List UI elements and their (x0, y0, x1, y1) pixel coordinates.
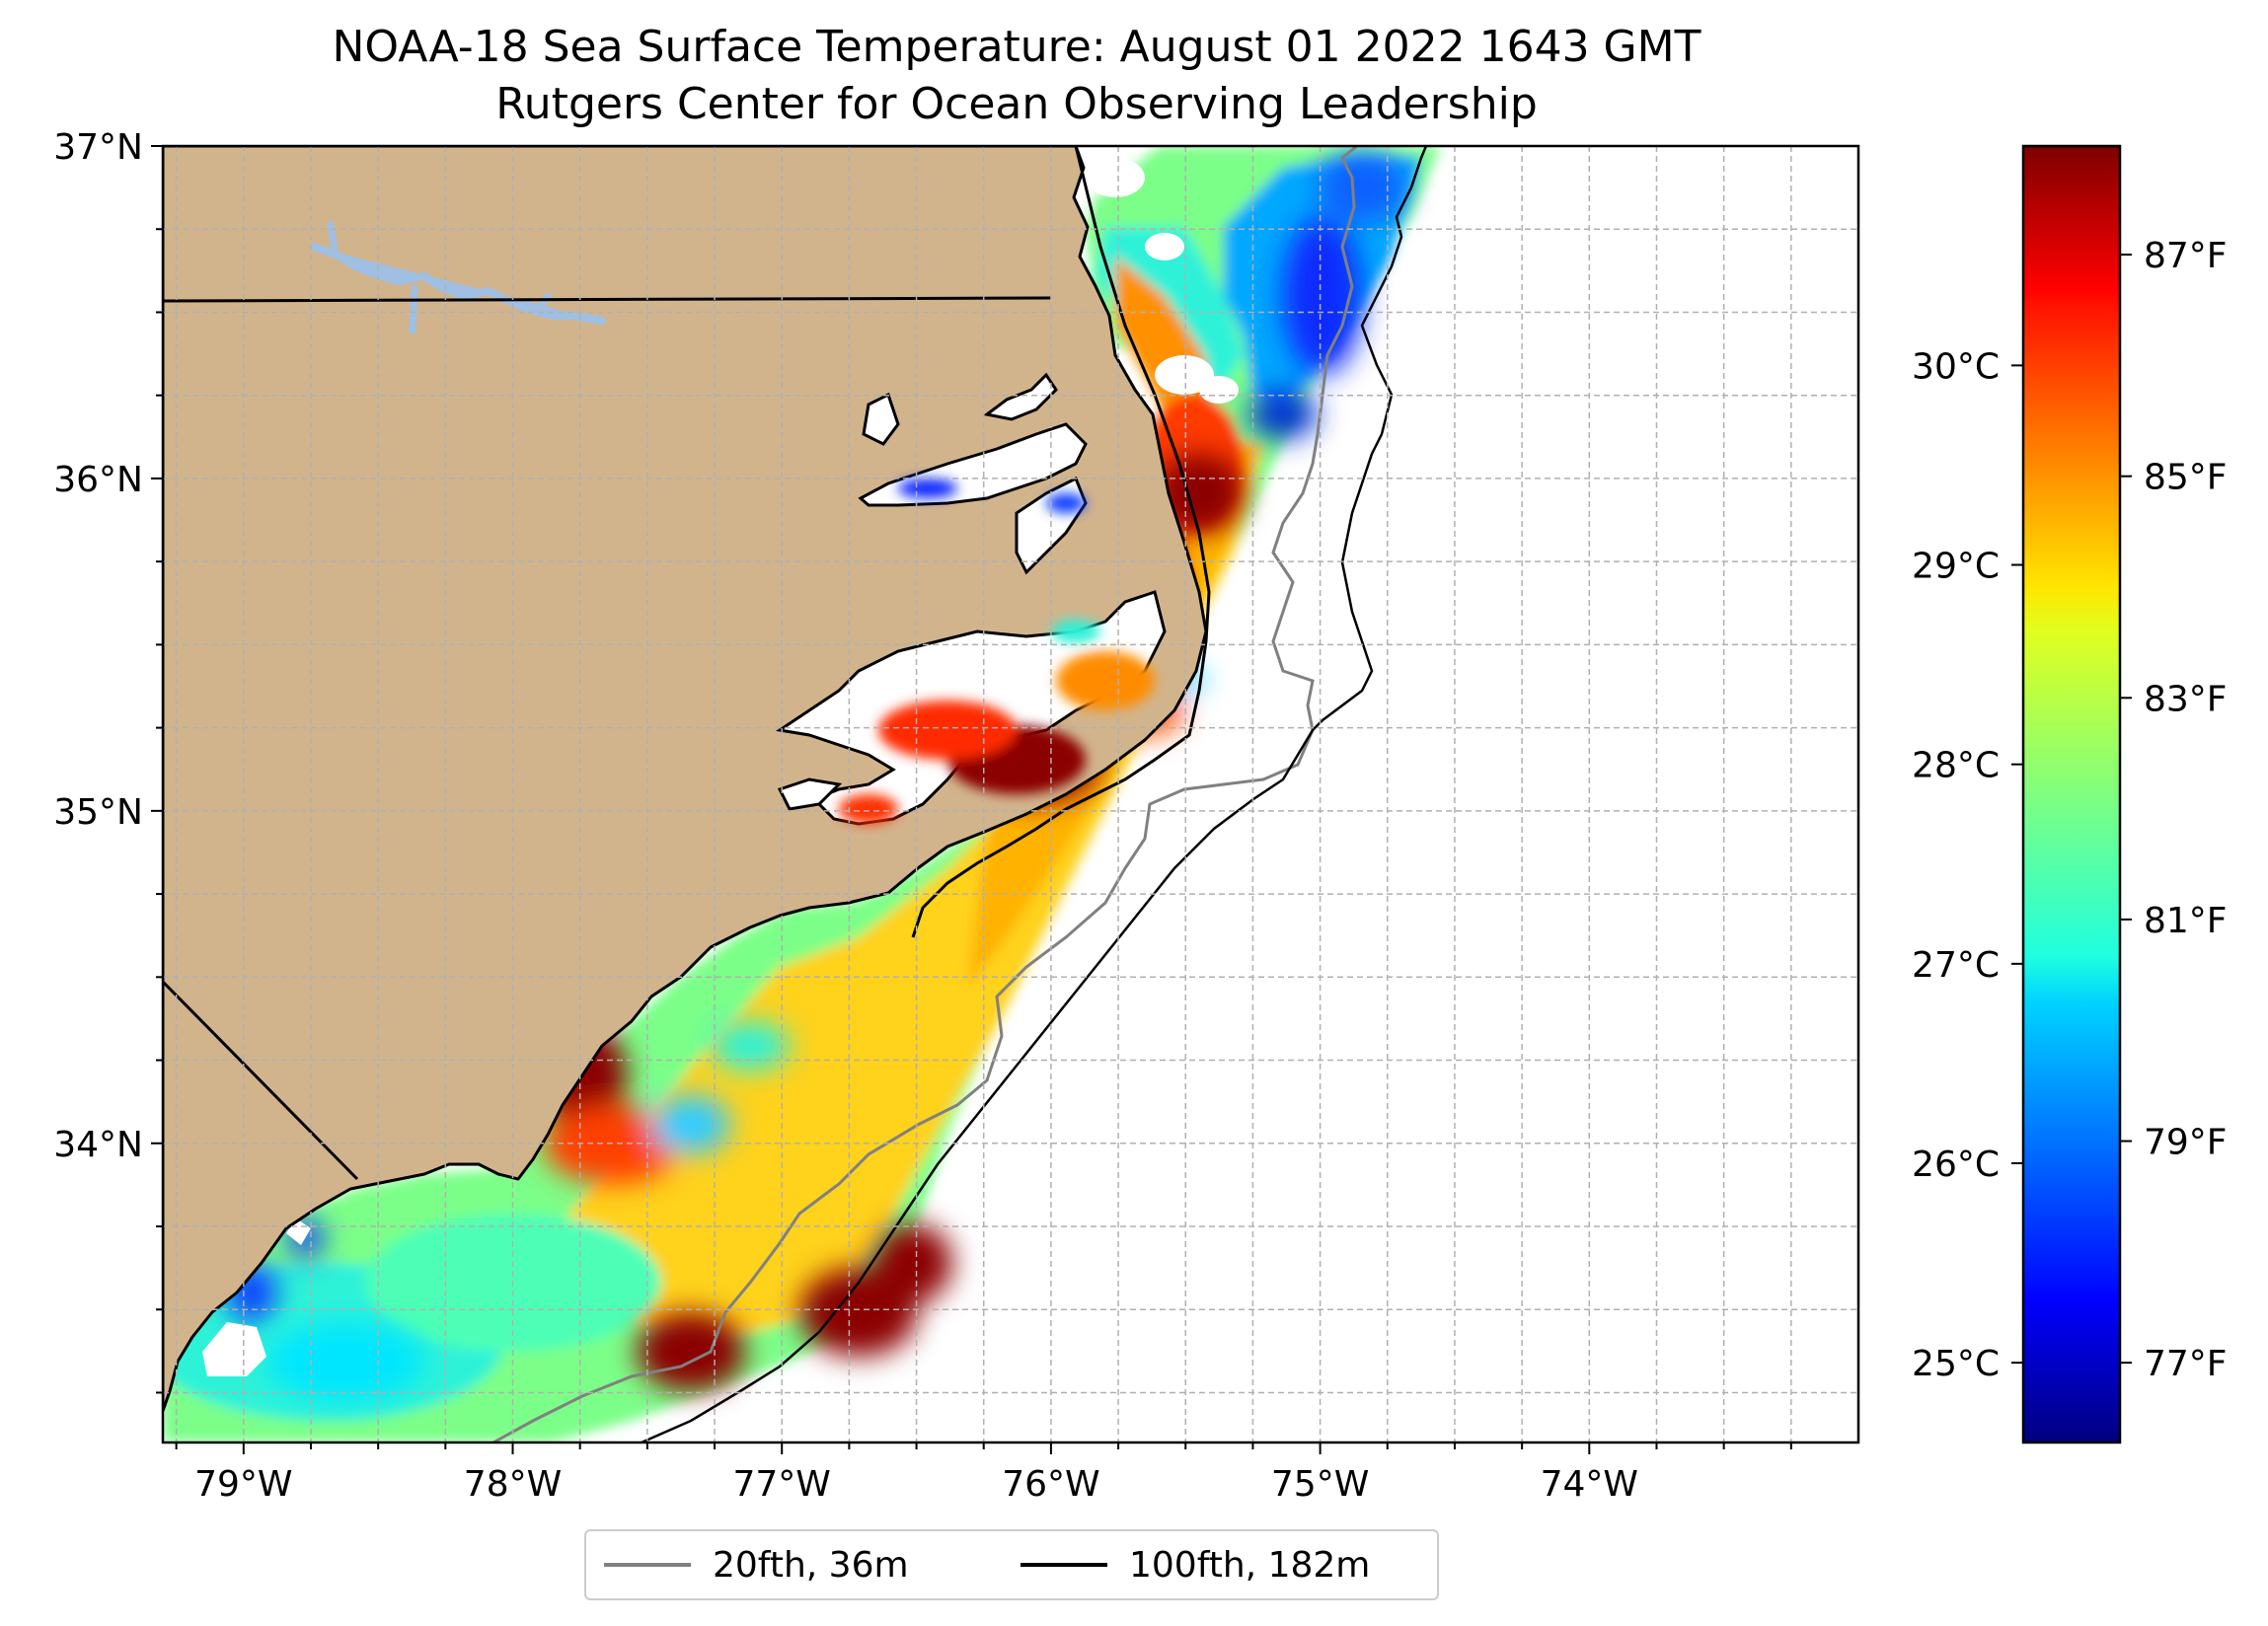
map-frame (161, 144, 1860, 1444)
chart-title: NOAA-18 Sea Surface Temperature: August … (332, 22, 1701, 72)
celsius-tick-label: 26°C (1912, 1145, 2000, 1185)
lat-tick-label: 34°N (53, 1125, 143, 1165)
colorbar-ticks: 25°C 26°C 27°C 28°C 29°C 30°C 77°F 79°F 81°F 83°F… (1912, 236, 2227, 1384)
fahrenheit-tick-label: 87°F (2144, 236, 2228, 276)
legend-label-100fth: 100fth, 182m (1129, 1544, 1371, 1586)
fahrenheit-tick-label: 79°F (2144, 1123, 2228, 1163)
fahrenheit-tick-label: 81°F (2144, 901, 2228, 941)
lake (310, 243, 606, 325)
lat-tick-label: 36°N (53, 460, 143, 500)
celsius-tick-label: 27°C (1912, 945, 2000, 986)
cloud-gaps (202, 158, 1239, 1442)
legend-line-20fth (604, 1563, 691, 1567)
isobath-100fth (641, 146, 1428, 1442)
celsius-tick-label: 30°C (1912, 346, 2000, 387)
lon-tick-label: 74°W (1541, 1464, 1638, 1505)
lon-tick-label: 79°W (194, 1464, 292, 1505)
isobath-20fth (492, 146, 1358, 1442)
legend-line-100fth (1021, 1563, 1107, 1567)
lon-tick-label: 77°W (733, 1464, 831, 1505)
state-border-va-nc (163, 296, 1052, 303)
colorbar (2021, 144, 2122, 1444)
fahrenheit-tick-label: 85°F (2144, 458, 2228, 498)
legend: 20fth, 36m 100fth, 182m (584, 1529, 1439, 1600)
celsius-tick-label: 29°C (1912, 547, 2000, 587)
lon-tick-label: 75°W (1271, 1464, 1369, 1505)
land-mass (163, 146, 1208, 1413)
fahrenheit-tick-label: 77°F (2144, 1344, 2228, 1384)
legend-label-20fth: 20fth, 36m (713, 1544, 909, 1586)
lon-tick-label: 78°W (464, 1464, 562, 1505)
lat-tick-label: 37°N (53, 127, 143, 168)
outer-banks (911, 146, 1211, 938)
celsius-tick-label: 28°C (1912, 746, 2000, 786)
legend-item-100fth: 100fth, 182m (1021, 1531, 1370, 1598)
lon-tick-label: 76°W (1002, 1464, 1099, 1505)
celsius-tick-label: 25°C (1912, 1344, 2000, 1384)
legend-item-20fth: 20fth, 36m (604, 1531, 909, 1598)
lat-tick-label: 35°N (53, 792, 143, 833)
state-border-nc-sc (163, 980, 359, 1181)
axis-ticks: 79°W 78°W 77°W 76°W 75°W 74°W 37°N 36°N 35°N 34°N (53, 127, 1792, 1505)
fahrenheit-tick-label: 83°F (2144, 679, 2228, 719)
chart-subtitle: Rutgers Center for Ocean Observing Leade… (495, 79, 1538, 129)
